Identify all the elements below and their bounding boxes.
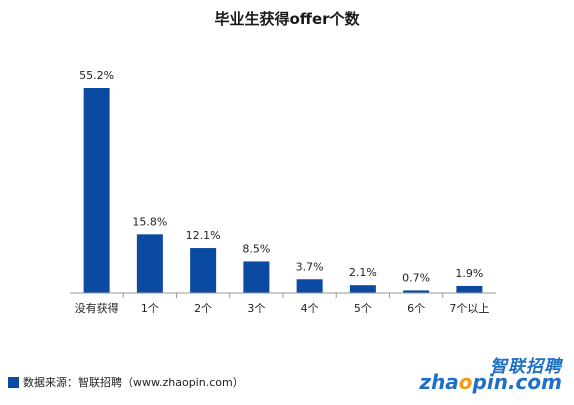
chart-title: 毕业生获得offer个数 [214,10,360,28]
bar-value-label: 3.7% [296,260,324,273]
logo-brand-en: zhaopin.com [419,370,562,394]
x-tick-label: 6个 [407,302,425,315]
bars-group: 55.2% 15.8% 12.1% 8.5% 3.7% 2.1% 0.7% 1.9% [79,69,483,293]
logo-en-o: o [458,370,473,394]
bar [403,290,430,293]
bar [456,285,483,293]
data-source: 数据来源：智联招聘（www.zhaopin.com） [8,374,244,390]
logo-en-suffix: pin.com [472,370,562,394]
bar-value-label: 2.1% [349,266,377,279]
bar-value-label: 0.7% [402,271,430,284]
bar [83,88,110,293]
x-tick-label: 7个以上 [449,302,489,315]
bar-value-label: 1.9% [455,267,483,280]
zhaopin-logo: 智联招聘 zhaopin.com [412,352,562,400]
bar [243,261,270,293]
x-axis: 没有获得 1个 2个 3个 4个 5个 6个 7个以上 [70,292,496,315]
x-tick-label: 1个 [141,302,159,315]
bar [296,279,323,293]
bar [349,285,376,293]
source-legend-swatch [8,376,19,388]
x-tick-label: 2个 [194,302,212,315]
x-tick-label: 4个 [301,302,319,315]
x-tick-label: 没有获得 [75,301,119,315]
bar [190,248,217,293]
logo-en-prefix: zha [419,370,459,394]
logo-brand-cn: 智联招聘 [490,357,562,377]
source-text: 数据来源：智联招聘（www.zhaopin.com） [23,376,244,389]
bar-value-label: 15.8% [132,215,167,228]
bar-value-label: 8.5% [242,242,270,255]
bar-value-label: 12.1% [186,229,221,242]
x-tick-label: 5个 [354,302,372,315]
x-tick-label: 3个 [247,302,265,315]
bar-value-label: 55.2% [79,69,114,82]
bar [136,234,163,293]
